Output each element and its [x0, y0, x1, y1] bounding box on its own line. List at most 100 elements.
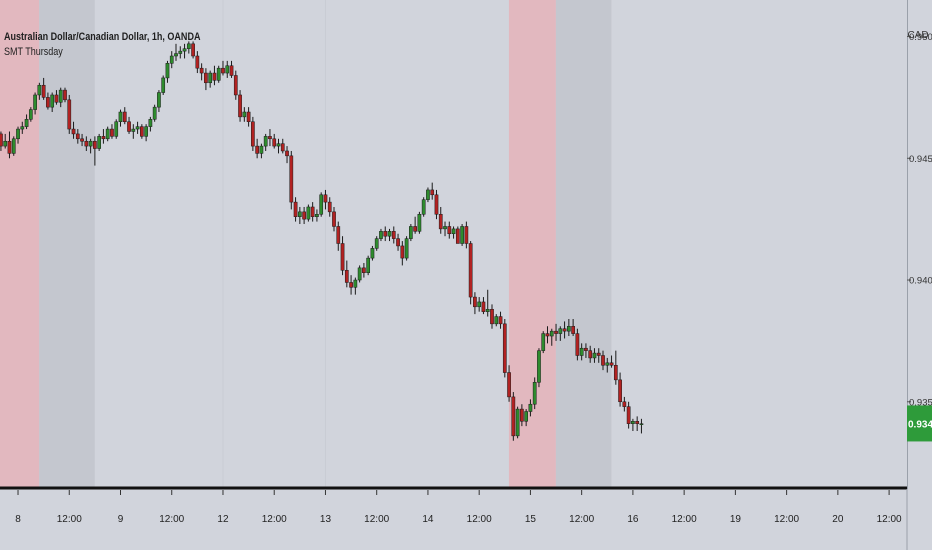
candle-up[interactable]: [216, 67, 221, 81]
candle-down[interactable]: [455, 228, 460, 244]
candle-up[interactable]: [421, 199, 426, 215]
candle-down[interactable]: [63, 89, 67, 101]
candle-down[interactable]: [635, 421, 640, 424]
candle-up[interactable]: [528, 403, 533, 412]
candle-up[interactable]: [605, 362, 610, 366]
candle-down[interactable]: [323, 194, 328, 203]
candle-up[interactable]: [477, 301, 482, 308]
candle-up[interactable]: [451, 228, 456, 235]
candle-down[interactable]: [413, 226, 417, 232]
candle-down[interactable]: [238, 94, 242, 118]
candle-down[interactable]: [289, 155, 294, 203]
candle-up[interactable]: [370, 248, 375, 259]
candle-up[interactable]: [157, 92, 161, 108]
candle-down[interactable]: [562, 328, 567, 332]
candle-down[interactable]: [464, 226, 469, 244]
candle-up[interactable]: [131, 128, 136, 132]
candle-down[interactable]: [293, 201, 298, 217]
candle-down[interactable]: [0, 133, 3, 147]
candle-down[interactable]: [327, 201, 332, 213]
candle-up[interactable]: [515, 408, 520, 437]
candle-up[interactable]: [50, 94, 55, 108]
candle-down[interactable]: [7, 140, 12, 154]
candle-up[interactable]: [148, 119, 153, 127]
candle-up[interactable]: [169, 55, 174, 64]
candle-down[interactable]: [272, 138, 277, 147]
candle-down[interactable]: [101, 136, 106, 140]
candle-up[interactable]: [225, 65, 230, 74]
candle-down[interactable]: [554, 330, 558, 334]
candle-down[interactable]: [545, 333, 550, 337]
candle-down[interactable]: [191, 43, 195, 57]
candle-down[interactable]: [195, 55, 200, 69]
candle-down[interactable]: [93, 140, 97, 149]
candle-down[interactable]: [110, 128, 114, 137]
candle-up[interactable]: [315, 214, 319, 217]
candle-up[interactable]: [174, 53, 178, 57]
candle-up[interactable]: [16, 128, 20, 140]
candle-up[interactable]: [494, 316, 499, 325]
candle-up[interactable]: [460, 226, 464, 244]
candle-up[interactable]: [592, 352, 597, 359]
candle-down[interactable]: [626, 406, 631, 424]
candle-up[interactable]: [541, 333, 546, 351]
candle-down[interactable]: [362, 267, 366, 273]
candle-down[interactable]: [84, 140, 89, 147]
candle-down[interactable]: [140, 126, 144, 137]
candle-up[interactable]: [144, 126, 148, 137]
candle-down[interactable]: [302, 211, 306, 220]
candle-up[interactable]: [58, 89, 63, 103]
candle-down[interactable]: [310, 206, 315, 217]
candle-up[interactable]: [24, 119, 29, 127]
candle-up[interactable]: [631, 421, 635, 424]
candle-down[interactable]: [490, 308, 494, 325]
candle-down[interactable]: [229, 65, 234, 76]
candle-down[interactable]: [502, 323, 507, 373]
candle-up[interactable]: [366, 257, 371, 273]
candle-up[interactable]: [105, 128, 110, 140]
candle-up[interactable]: [97, 136, 102, 149]
candle-up[interactable]: [485, 308, 490, 312]
candle-down[interactable]: [251, 121, 255, 147]
candle-down[interactable]: [246, 111, 251, 123]
candle-down[interactable]: [75, 133, 80, 140]
candle-down[interactable]: [233, 75, 238, 96]
candle-down[interactable]: [613, 365, 618, 381]
candle-up[interactable]: [152, 106, 157, 120]
candle-up[interactable]: [537, 350, 541, 383]
candle-down[interactable]: [622, 401, 627, 407]
candle-up[interactable]: [37, 84, 42, 96]
candle-down[interactable]: [204, 72, 208, 84]
candle-down[interactable]: [344, 270, 349, 283]
candle-down[interactable]: [280, 143, 285, 152]
candle-up[interactable]: [259, 145, 264, 154]
candle-up[interactable]: [567, 326, 571, 332]
candle-down[interactable]: [54, 94, 59, 103]
candle-down[interactable]: [601, 355, 605, 366]
candle-up[interactable]: [417, 214, 422, 232]
candle-up[interactable]: [353, 279, 358, 288]
candle-up[interactable]: [20, 126, 25, 130]
candle-up[interactable]: [161, 77, 166, 93]
candle-down[interactable]: [212, 72, 217, 81]
candle-down[interactable]: [80, 138, 84, 142]
candle-up[interactable]: [88, 140, 93, 147]
candle-down[interactable]: [618, 379, 622, 403]
candle-up[interactable]: [443, 226, 447, 230]
candle-up[interactable]: [558, 328, 563, 334]
candle-up[interactable]: [114, 121, 119, 137]
candle-down[interactable]: [438, 214, 443, 230]
candle-down[interactable]: [609, 362, 614, 366]
candle-up[interactable]: [186, 43, 191, 49]
candle-down[interactable]: [199, 67, 204, 74]
candle-up[interactable]: [374, 238, 379, 249]
candle-up[interactable]: [208, 72, 213, 84]
candle-down[interactable]: [468, 243, 473, 298]
candle-up[interactable]: [28, 109, 33, 120]
indicator-name[interactable]: SMT Thursday: [4, 46, 63, 58]
candle-down[interactable]: [268, 136, 272, 140]
candle-up[interactable]: [135, 126, 140, 130]
candle-down[interactable]: [255, 145, 259, 154]
symbol-title[interactable]: Australian Dollar/Canadian Dollar, 1h, O…: [4, 31, 201, 43]
